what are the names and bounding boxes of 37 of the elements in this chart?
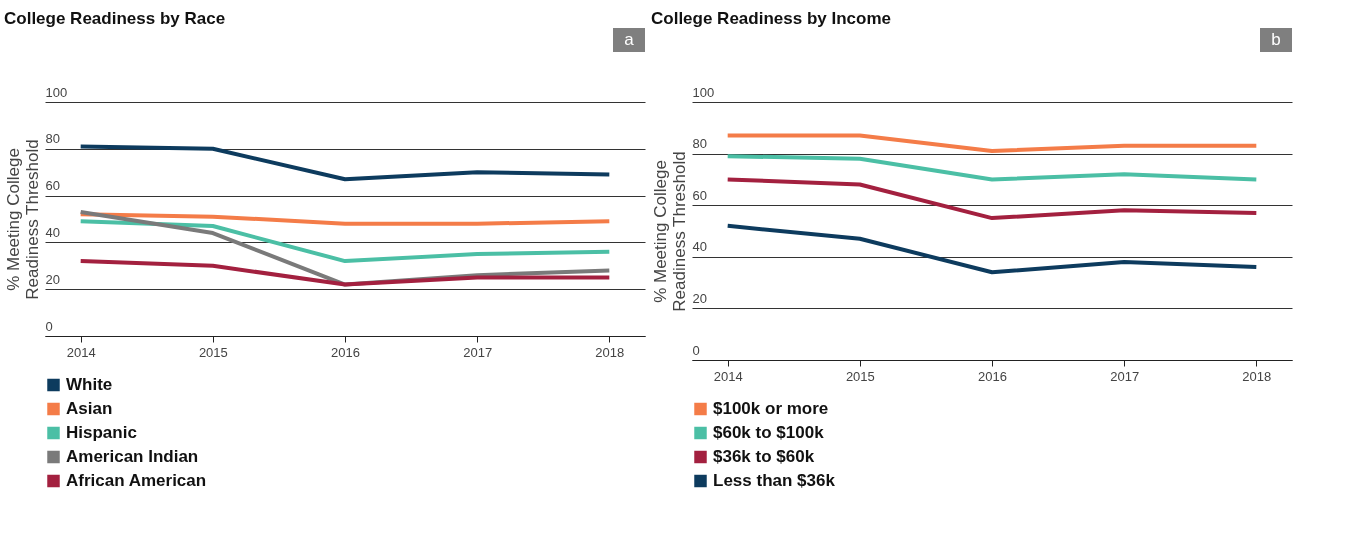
y-tick-label: 20 [692,290,707,306]
legend-label: $36k to $60k [713,447,815,466]
y-tick-label: 80 [692,136,707,152]
y-tick-label: 80 [45,131,60,147]
x-tick-label: 2018 [1242,368,1272,384]
y-tick-label: 60 [692,187,707,203]
legend-label: American Indian [66,447,199,466]
y-tick-label: 40 [692,239,707,255]
y-axis-title: % Meeting College Readiness Threshold [650,151,689,312]
y-tick-label: 0 [692,342,700,358]
text: b [1271,30,1281,49]
x-tick-label: 2017 [1110,368,1140,384]
legend-label: Less than $36k [713,471,836,490]
y-tick-label: 40 [45,224,60,240]
legend-label: $60k to $100k [713,423,825,442]
x-tick-label: 2017 [463,344,493,360]
chart-title: College Readiness by Race [4,9,226,28]
y-tick-label: 0 [45,318,53,334]
x-tick-label: 2014 [713,368,743,384]
x-tick-label: 2015 [198,344,228,360]
legend-label: White [66,375,113,394]
legend-label: African American [66,471,207,490]
y-tick-label: 100 [45,84,68,100]
legend-label: Hispanic [66,423,137,442]
x-tick-label: 2016 [331,344,360,360]
legend-label: $100k or more [713,399,829,418]
chart-title: College Readiness by Income [651,9,891,28]
x-tick-label: 2014 [66,344,96,360]
y-axis-title: % Meeting College Readiness Threshold [3,139,42,300]
x-tick-label: 2016 [978,368,1007,384]
x-tick-label: 2015 [845,368,875,384]
legend-label: Asian [66,399,113,418]
y-tick-label: 100 [692,84,715,100]
y-tick-label: 20 [45,271,60,287]
text: a [624,30,635,49]
x-tick-label: 2018 [595,344,625,360]
y-tick-label: 60 [45,178,60,194]
